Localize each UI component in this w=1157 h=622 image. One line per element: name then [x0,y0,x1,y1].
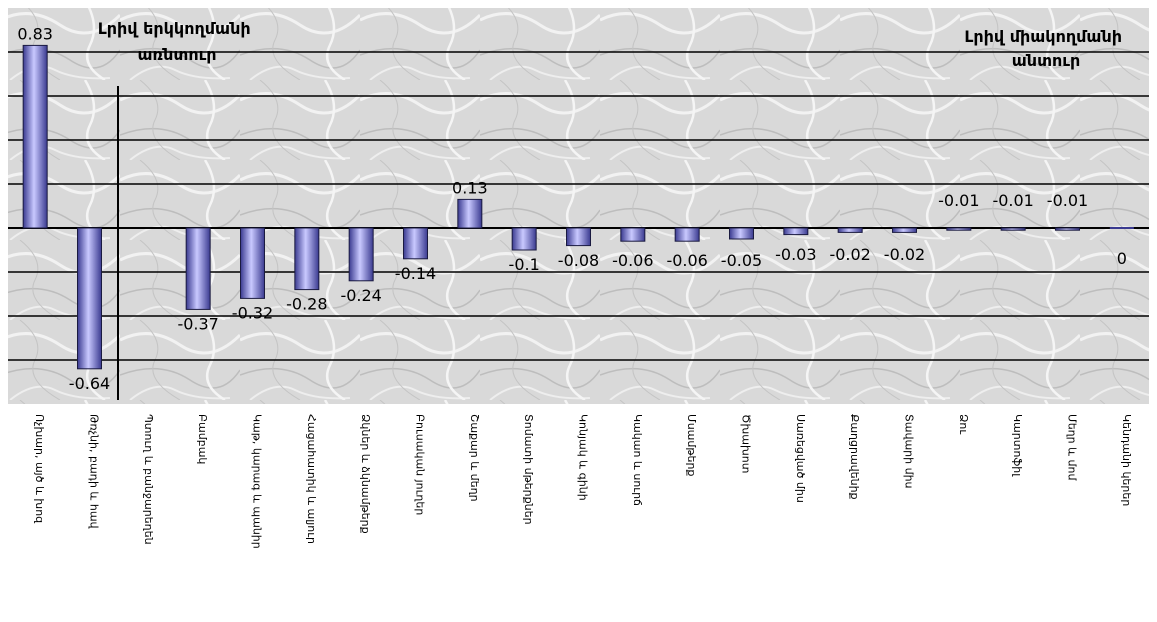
annotation-left-line1: Լրիվ երկկողմանի [98,19,251,38]
bar [946,227,972,231]
bar [729,227,754,240]
data-label: -0.01 [938,191,979,210]
bar [620,227,646,242]
bar [457,198,483,229]
data-label: -0.08 [558,251,599,270]
category-label: Կակաո և սուրճ [631,414,644,506]
category-label: Կոնյակ և գինի [577,414,590,501]
data-labels: 0.83 -0.64 -0.37 -0.32 -0.28 -0.24 -0.14 0.13 -0… [17,24,1127,392]
annotation-right: Լրիվ միակողմանի անտուր [964,27,1127,70]
category-label: Հացահատիկ և ալյուր [305,414,318,544]
category-label: Ոչխար, այծ և խոզ [33,414,46,524]
data-label: -0.14 [395,264,436,283]
category-label: Կարտոֆիլ [1011,414,1024,477]
data-label: -0.02 [829,245,870,264]
annotation-right-line1: Լրիվ միակողմանի [964,27,1122,46]
data-label: -0.06 [666,251,707,270]
category-label: Պտուղ և բանջարեղեն [142,414,155,545]
bar [566,227,591,247]
bar [77,227,102,370]
data-label: 0.13 [452,178,488,197]
category-label: Տոմատի մթերքներ [522,414,535,525]
annotation-left-line2: առնտուր [137,45,216,64]
annotation-left: Լրիվ երկկողմանի առնտուր [98,19,256,64]
bar [1109,227,1134,229]
bar [511,227,537,251]
category-label: Շաքար և մեղր [468,414,481,502]
bar [403,227,428,260]
category-label: Մեղր և մոմ [1066,414,1079,481]
category-label: Թռչնի, բադի և հավ [88,414,101,530]
annotation-right-line2: անտուր [1012,51,1080,70]
bar [294,227,320,291]
category-label: Կաթ, կարագ և պանիր [251,414,264,549]
category-label: Մսամթերք [685,414,698,476]
data-label: -0.37 [177,314,218,333]
data-label: -0.01 [992,191,1033,210]
bar [22,44,48,229]
bar [1000,227,1026,231]
bar [1055,227,1080,231]
data-label: -0.06 [612,251,653,270]
plot-background [8,8,1149,404]
data-label: -0.1 [509,255,540,274]
data-label: -0.64 [69,374,110,393]
category-label: Բուսական յուղեր [414,414,427,515]
category-label: Ձու [957,414,970,434]
data-label: -0.32 [232,303,273,322]
data-label: 0.83 [17,24,53,43]
bars [22,44,1134,370]
data-label: 0 [1117,249,1127,268]
category-label: Ծխախոտ [740,414,753,473]
category-labels: Ոչխար, այծ և խոզ Թռչնի, բադի և հավ Պտուղ և… [33,414,1133,549]
bar [892,227,917,233]
data-label: -0.24 [340,286,381,305]
data-label: -0.05 [721,251,762,270]
category-label: Տավարի միս [903,414,916,489]
category-label: Սառեցված միս [794,414,807,503]
category-label: Կենդանի կերեր [1120,414,1133,506]
data-label: -0.01 [1047,191,1088,210]
category-label: Ձկներ և ձկնամթերք [359,414,372,534]
category-label: Բամբակ [196,414,209,464]
data-label: -0.02 [884,245,925,264]
bar [783,227,809,236]
bar [348,227,374,282]
bar [240,227,265,299]
bar [674,227,700,242]
data-label: -0.03 [775,245,816,264]
bar [185,227,211,310]
data-label: -0.28 [286,295,327,314]
category-label: Քաղցրավենիք [848,414,861,500]
bar [837,227,863,233]
